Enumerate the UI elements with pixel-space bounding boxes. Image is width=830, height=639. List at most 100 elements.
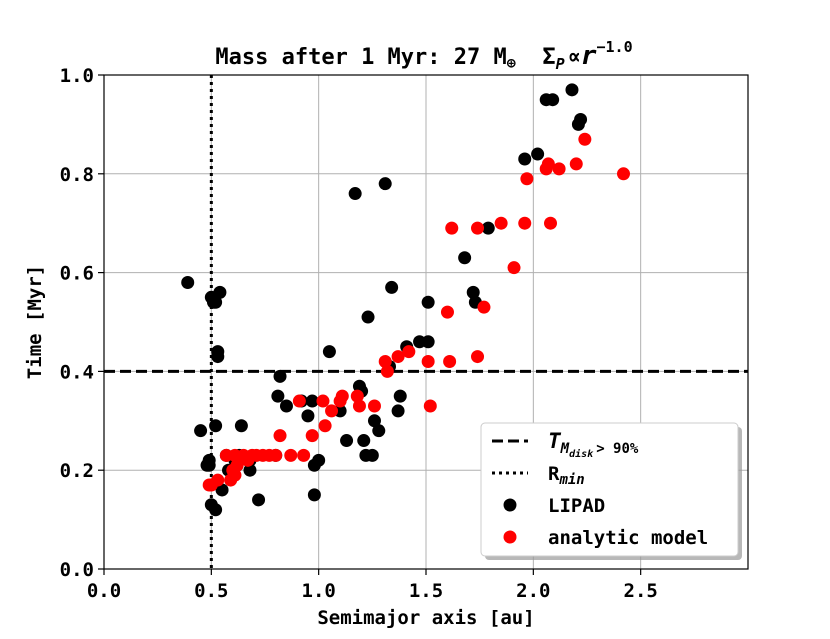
scatter-point [402, 345, 416, 359]
scatter-point [335, 389, 349, 403]
y-tick-label: 0.6 [60, 263, 94, 285]
x-tick-label: 2.0 [516, 580, 550, 602]
scatter-point [385, 280, 399, 294]
scatter-point [228, 468, 242, 482]
scatter-point [481, 221, 495, 235]
x-tick-label: 1.5 [409, 580, 443, 602]
scatter-point [284, 448, 298, 462]
legend-label-tdisk: TMdisk > 90% [548, 429, 639, 460]
legend-label-rmin: Rmin [548, 463, 585, 488]
scatter-point [471, 350, 485, 364]
legend-label-lipad: LIPAD [548, 495, 605, 517]
x-tick-label: 1.0 [302, 580, 336, 602]
scatter-point [421, 295, 435, 309]
scatter-point [423, 399, 437, 413]
scatter-point [544, 216, 558, 230]
scatter-point [520, 172, 534, 186]
scatter-point [269, 448, 283, 462]
scatter-point [273, 369, 287, 383]
scatter-point [541, 157, 555, 171]
scatter-point [393, 389, 407, 403]
scatter-point [318, 419, 332, 433]
scatter-point [340, 434, 354, 448]
scatter-point [252, 493, 266, 507]
scatter-point [361, 310, 375, 324]
scatter-point [367, 399, 381, 413]
scatter-point [565, 83, 579, 97]
scatter-point [380, 364, 394, 378]
y-tick-label: 0.8 [60, 164, 94, 186]
scatter-point [297, 448, 311, 462]
legend-analytic-marker [503, 530, 517, 544]
scatter-point [357, 434, 371, 448]
scatter-point [458, 251, 472, 265]
scatter-point [471, 221, 485, 235]
scatter-point [209, 419, 223, 433]
scatter-point [421, 335, 435, 349]
scatter-point [378, 355, 392, 369]
scatter-point [391, 404, 405, 418]
scatter-point [574, 112, 588, 126]
scatter-point [211, 473, 225, 487]
scatter-point [292, 394, 306, 408]
scatter-point [305, 429, 319, 443]
legend: TMdisk > 90% Rmin LIPAD analytic model [480, 422, 742, 560]
y-tick-label: 1.0 [60, 65, 94, 87]
x-tick-label: 0.0 [87, 580, 121, 602]
scatter-point [466, 285, 480, 299]
legend-lipad-marker [503, 498, 517, 512]
scatter-point [352, 399, 366, 413]
x-tick-label: 0.5 [194, 580, 228, 602]
scatter-point [305, 394, 319, 408]
scatter-point [616, 167, 630, 181]
scatter-point [518, 152, 532, 166]
scatter-point [181, 275, 195, 289]
series-analytic-model [202, 132, 630, 492]
scatter-point [316, 394, 330, 408]
scatter-point [322, 345, 336, 359]
scatter-point [312, 453, 326, 467]
scatter-point [325, 404, 339, 418]
scatter-point [279, 399, 293, 413]
x-axis-label: Semimajor axis [au] [317, 607, 534, 629]
scatter-point [443, 355, 457, 369]
scatter-point [209, 295, 223, 309]
scatter-point [445, 221, 459, 235]
data-points [181, 83, 630, 517]
scatter-point [477, 300, 491, 314]
y-tick-label: 0.2 [60, 460, 94, 482]
scatter-point [307, 488, 321, 502]
scatter-point [194, 424, 208, 438]
scatter-point [440, 305, 454, 319]
scatter-point [421, 355, 435, 369]
scatter-point [350, 389, 364, 403]
legend-box [480, 422, 739, 557]
scatter-point [367, 414, 381, 428]
y-axis-label: Time [Myr] [24, 265, 46, 379]
scatter-point [271, 389, 285, 403]
scatter-point [348, 187, 362, 201]
scatter-point [507, 261, 521, 275]
scatter-point [552, 162, 566, 176]
reference-lines [104, 75, 748, 569]
scatter-point [234, 419, 248, 433]
scatter-point [531, 147, 545, 161]
scatter-point [243, 463, 257, 477]
legend-label-analytic: analytic model [548, 527, 708, 549]
x-tick-label: 2.5 [624, 580, 658, 602]
y-tick-label: 0.0 [60, 559, 94, 581]
scatter-point [365, 448, 379, 462]
scatter-point [209, 503, 223, 517]
scatter-point [213, 285, 227, 299]
scatter-point [518, 216, 532, 230]
scatter-point [273, 429, 287, 443]
scatter-point [202, 458, 216, 472]
scatter-point [578, 132, 592, 146]
axis-ticks: 0.0 0.5 1.0 1.5 2.0 2.5 0.0 0.2 0.4 0.6 0.8 1.0 [60, 65, 658, 602]
scatter-point [546, 93, 560, 107]
scatter-point [372, 424, 386, 438]
scatter-point [569, 157, 583, 171]
scatter-point [494, 216, 508, 230]
scatter-point [391, 350, 405, 364]
